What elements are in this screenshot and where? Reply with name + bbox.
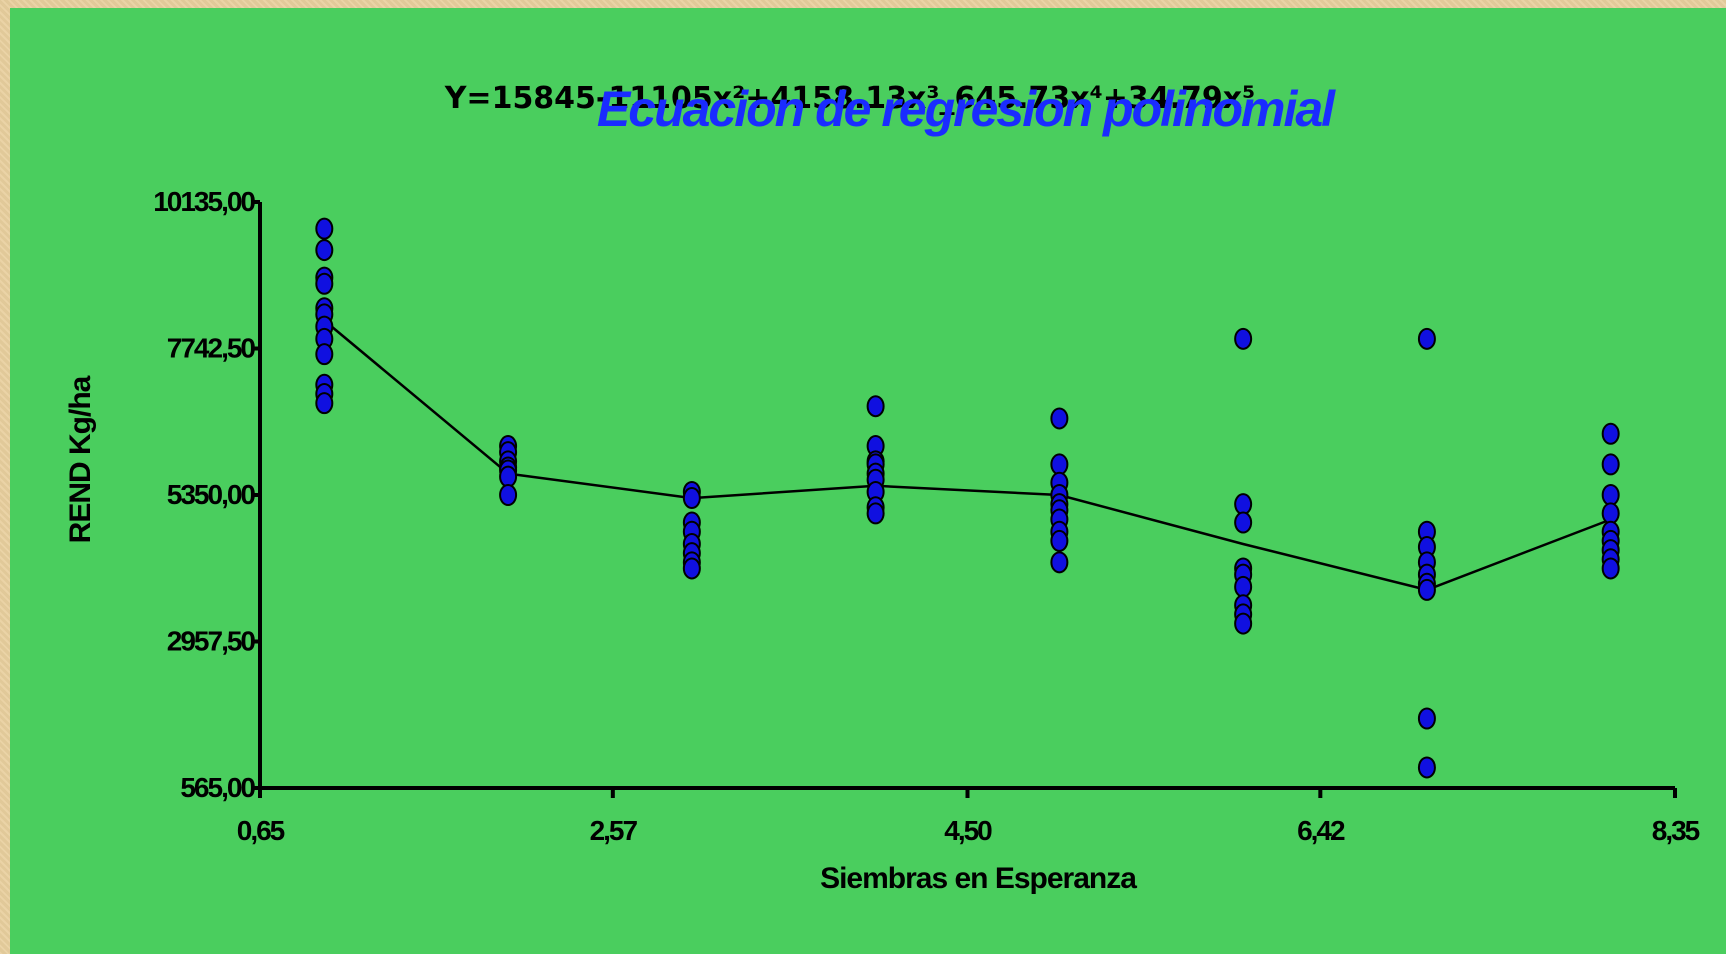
data-point <box>499 465 518 488</box>
x-tick-label: 0,65 <box>237 815 285 846</box>
data-point <box>1234 612 1253 635</box>
chart-title: Ecuacion de regresion polinomial <box>597 81 1336 137</box>
y-tick-label: 7742,50 <box>167 333 256 364</box>
data-point <box>1601 422 1620 445</box>
data-point <box>1601 484 1620 506</box>
data-point <box>1234 511 1253 534</box>
data-point <box>1050 529 1069 552</box>
x-tick-label: 8,35 <box>1652 815 1700 846</box>
data-point <box>1050 407 1069 430</box>
x-tick-label: 2,57 <box>590 815 638 846</box>
regression-equation: Y=15845-11105x²+4158.13x³_645.73x⁴+34.79… <box>444 81 1256 116</box>
data-point <box>1050 453 1069 476</box>
regression-line <box>323 319 1612 592</box>
x-tick-label: 6,42 <box>1297 815 1345 846</box>
data-point <box>682 487 701 510</box>
data-point <box>1050 551 1069 574</box>
y-axis-title: REND Kg/ha <box>64 375 97 543</box>
data-point <box>315 343 334 366</box>
data-point <box>1234 327 1253 350</box>
y-tick-label: 10135,00 <box>153 186 255 217</box>
axes: 565,00 2957,50 5350,00 7742,50 10135,00 0,65 2… <box>153 186 1701 846</box>
data-point <box>1601 557 1620 580</box>
x-axis-title: Siembras en Esperanza <box>820 862 1137 895</box>
chart-background: Y=15845-11105x²+4158.13x³_645.73x⁴+34.79… <box>10 8 1726 954</box>
data-point <box>1234 575 1253 598</box>
data-point <box>499 484 518 506</box>
data-point <box>315 239 334 262</box>
data-point <box>1234 493 1253 516</box>
y-tick-label: 5350,00 <box>167 479 256 510</box>
data-point <box>1417 756 1436 779</box>
data-point <box>866 395 885 418</box>
regression-line-group <box>323 319 1612 592</box>
x-tick-label: 4,50 <box>944 815 992 846</box>
data-point <box>315 392 334 415</box>
data-point <box>1417 707 1436 730</box>
scatter-chart: Y=15845-11105x²+4158.13x³_645.73x⁴+34.79… <box>64 81 1702 895</box>
data-point <box>315 217 334 240</box>
y-tick-label: 2957,50 <box>167 626 256 657</box>
data-point <box>1417 327 1436 350</box>
y-tick-label: 565,00 <box>180 772 255 803</box>
data-point <box>866 502 885 525</box>
data-point <box>1417 578 1436 601</box>
data-point <box>1601 453 1620 476</box>
data-points-group <box>315 217 1620 779</box>
data-point <box>315 272 334 295</box>
data-point <box>1601 502 1620 525</box>
data-point <box>682 557 701 580</box>
